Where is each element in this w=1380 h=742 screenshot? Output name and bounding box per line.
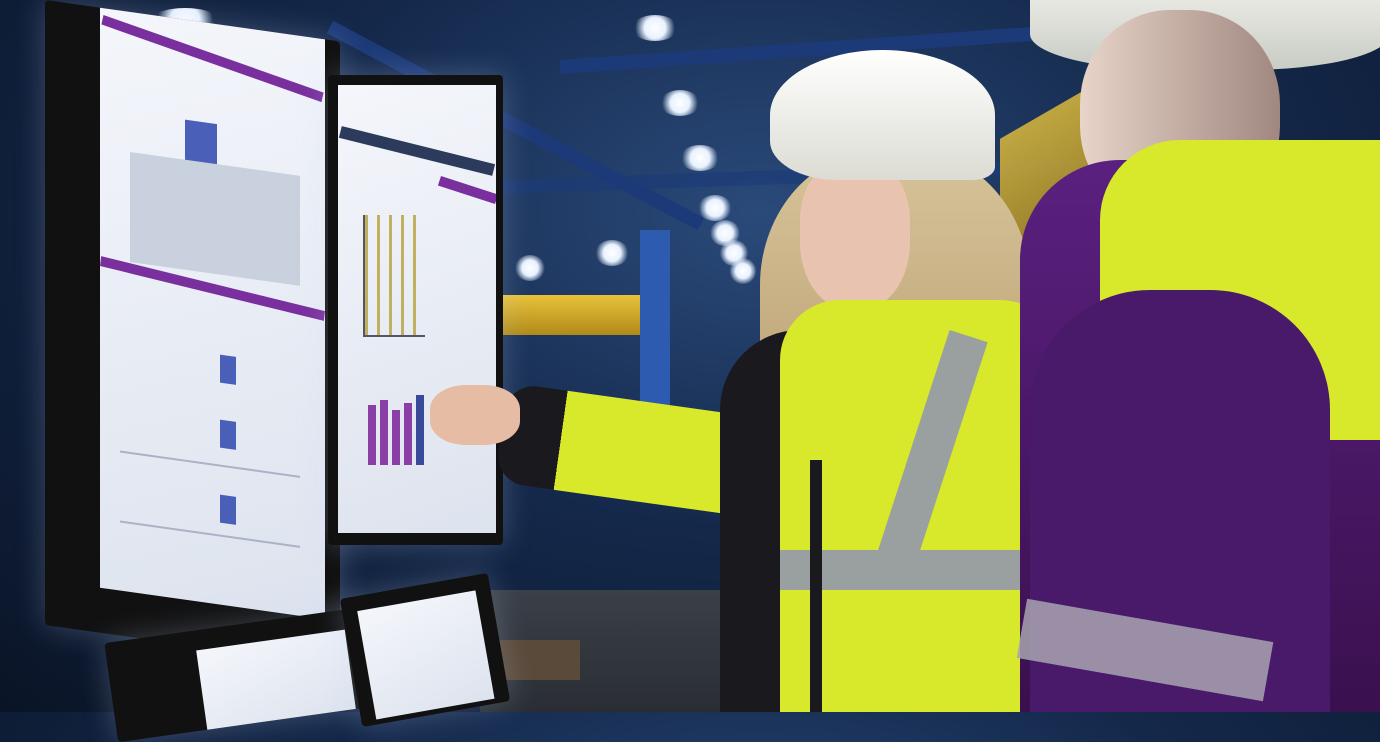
screen-row (120, 450, 300, 478)
ceiling-light (595, 240, 629, 266)
screen-line-chart (363, 215, 425, 337)
ceiling-light (632, 15, 678, 41)
ceiling-light (515, 255, 545, 281)
screen-mini-chart (220, 354, 236, 385)
screen-bar (392, 410, 400, 465)
face (800, 160, 910, 310)
screen-bar-chart (366, 385, 426, 465)
screen-bar (404, 403, 412, 465)
hand-pointing (430, 385, 520, 445)
hardhat (770, 50, 995, 180)
yellow-crane-beam (500, 295, 660, 335)
monitor-center (328, 75, 503, 545)
screen-row (120, 520, 300, 548)
screen-mini-chart (220, 494, 236, 525)
ceiling-light (698, 195, 732, 221)
screen-mini-chart (220, 419, 236, 450)
monitor-left-screen (100, 7, 325, 620)
pallet (495, 640, 580, 680)
screen-bar (416, 395, 424, 465)
monitor-bottom-left-screen (196, 629, 356, 730)
ceiling-light (730, 258, 756, 284)
woman-worker (420, 40, 1100, 712)
monitor-left (45, 0, 340, 667)
ceiling-light (680, 145, 720, 171)
screen-bar (368, 405, 376, 465)
zipper (810, 460, 822, 712)
screen-bar (380, 400, 388, 465)
ceiling-light (660, 90, 700, 116)
monitor-center-screen (338, 85, 496, 533)
screen-chart-area (130, 151, 300, 286)
man-worker (1010, 0, 1380, 712)
